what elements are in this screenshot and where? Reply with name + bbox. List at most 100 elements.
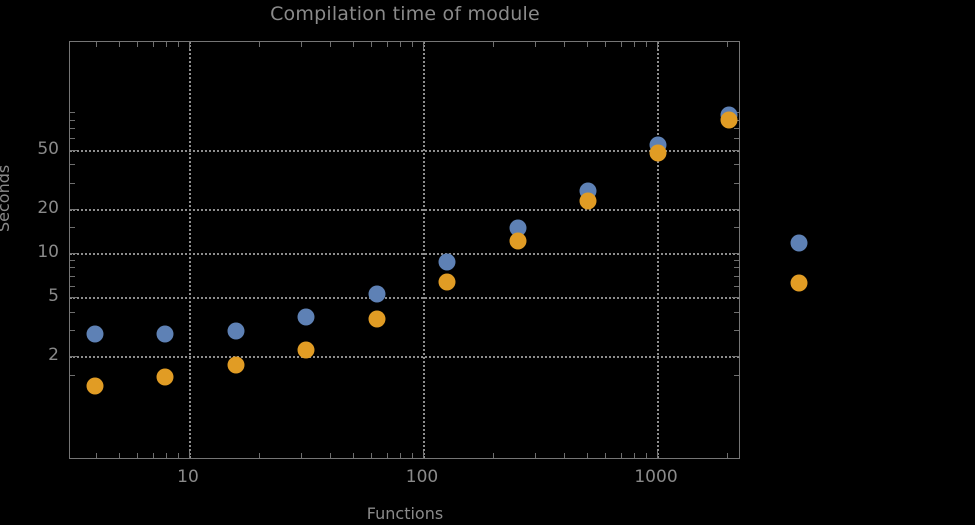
data-point-orange: [790, 274, 808, 292]
y-axis-minor-tick: [70, 275, 75, 277]
x-axis-tick-label: 10: [177, 467, 199, 487]
x-axis-minor-tick: [178, 453, 180, 458]
data-point-blue: [368, 285, 386, 303]
x-axis-minor-tick: [300, 453, 302, 458]
x-axis-minor-tick: [352, 453, 354, 458]
y-axis-minor-tick: [734, 164, 739, 166]
data-point-blue: [438, 253, 456, 271]
x-axis-minor-tick: [152, 453, 154, 458]
x-axis-minor-tick: [137, 453, 139, 458]
x-axis-minor-tick: [646, 42, 648, 47]
plot-frame: [69, 41, 740, 459]
x-axis-minor-tick: [329, 42, 331, 47]
y-gridline: [70, 253, 739, 255]
y-axis-tick: [70, 149, 77, 151]
x-axis-minor-tick: [586, 453, 588, 458]
y-gridline: [70, 356, 739, 359]
y-gridline: [70, 149, 739, 152]
y-axis-minor-tick: [70, 138, 75, 140]
y-axis-minor-tick: [70, 267, 75, 269]
y-axis-minor-tick: [70, 374, 75, 376]
x-axis-minor-tick: [300, 42, 302, 47]
x-axis-minor-tick: [563, 453, 565, 458]
x-axis-minor-tick: [118, 42, 120, 47]
x-axis-tick: [423, 451, 424, 458]
y-axis-tick: [70, 297, 77, 299]
y-axis-minor-tick: [70, 259, 75, 261]
x-axis-minor-tick: [412, 453, 414, 458]
y-axis-tick: [732, 253, 739, 254]
y-gridline: [70, 297, 739, 300]
x-axis-minor-tick: [329, 453, 331, 458]
x-axis-tick: [423, 42, 424, 49]
y-axis-minor-tick: [734, 227, 739, 229]
x-axis-minor-tick: [727, 453, 729, 458]
y-axis-minor-tick: [70, 164, 75, 166]
y-axis-minor-tick: [734, 374, 739, 376]
x-axis-minor-tick: [166, 453, 168, 458]
y-axis-minor-tick: [734, 285, 739, 287]
y-axis-minor-tick: [70, 311, 75, 313]
x-axis-minor-tick: [620, 42, 622, 47]
data-point-blue: [227, 322, 245, 340]
y-axis-minor-tick: [70, 182, 75, 184]
x-axis-minor-tick: [534, 42, 536, 47]
data-point-orange: [509, 232, 527, 250]
x-axis-minor-tick: [371, 42, 373, 47]
y-axis-tick: [70, 253, 77, 254]
x-axis-minor-tick: [605, 42, 607, 47]
y-axis-minor-tick: [734, 128, 739, 130]
y-axis-minor-tick: [70, 227, 75, 229]
x-axis-minor-tick: [386, 42, 388, 47]
y-axis-tick-label: 10: [37, 242, 59, 262]
data-point-blue: [509, 219, 527, 237]
x-axis-minor-tick: [493, 453, 495, 458]
x-axis-minor-tick: [386, 453, 388, 458]
x-axis-minor-tick: [137, 42, 139, 47]
x-axis-minor-tick: [493, 42, 495, 47]
data-point-orange: [156, 368, 174, 386]
y-axis-title: Seconds: [0, 164, 13, 232]
x-axis-minor-tick: [586, 42, 588, 47]
x-axis-minor-tick: [727, 42, 729, 47]
x-axis-minor-tick: [646, 453, 648, 458]
x-axis-tick: [189, 451, 190, 458]
data-point-orange: [368, 310, 386, 328]
data-point-orange: [649, 144, 667, 162]
y-axis-tick-label: 2: [48, 345, 59, 366]
y-axis-tick: [70, 208, 77, 210]
x-axis-tick: [657, 451, 658, 458]
y-axis-tick: [732, 356, 739, 358]
y-axis-tick: [732, 149, 739, 151]
data-point-blue: [297, 308, 315, 326]
y-axis-minor-tick: [734, 311, 739, 313]
x-axis-minor-tick: [412, 42, 414, 47]
x-axis-minor-tick: [152, 42, 154, 47]
data-point-orange: [438, 273, 456, 291]
x-axis-tick: [657, 42, 658, 49]
x-axis-tick-label: 100: [405, 467, 439, 487]
data-point-blue: [86, 325, 104, 343]
x-axis-minor-tick: [259, 42, 261, 47]
y-axis-minor-tick: [70, 285, 75, 287]
y-axis-minor-tick: [70, 112, 75, 114]
x-gridline: [423, 42, 425, 458]
y-axis-minor-tick: [70, 330, 75, 332]
y-axis-minor-tick: [734, 259, 739, 261]
data-point-blue: [156, 325, 174, 343]
y-axis-minor-tick: [734, 275, 739, 277]
y-axis-minor-tick: [734, 330, 739, 332]
x-axis-tick-label: 1000: [634, 467, 678, 487]
y-axis-tick-label: 5: [48, 286, 59, 307]
x-axis-minor-tick: [400, 453, 402, 458]
y-gridline: [70, 208, 739, 211]
x-axis-minor-tick: [634, 42, 636, 47]
y-axis-tick: [732, 208, 739, 210]
x-gridline: [189, 42, 191, 458]
y-axis-minor-tick: [734, 267, 739, 269]
x-axis-minor-tick: [620, 453, 622, 458]
x-axis-minor-tick: [400, 42, 402, 47]
x-axis-minor-tick: [178, 42, 180, 47]
y-axis-minor-tick: [70, 128, 75, 130]
